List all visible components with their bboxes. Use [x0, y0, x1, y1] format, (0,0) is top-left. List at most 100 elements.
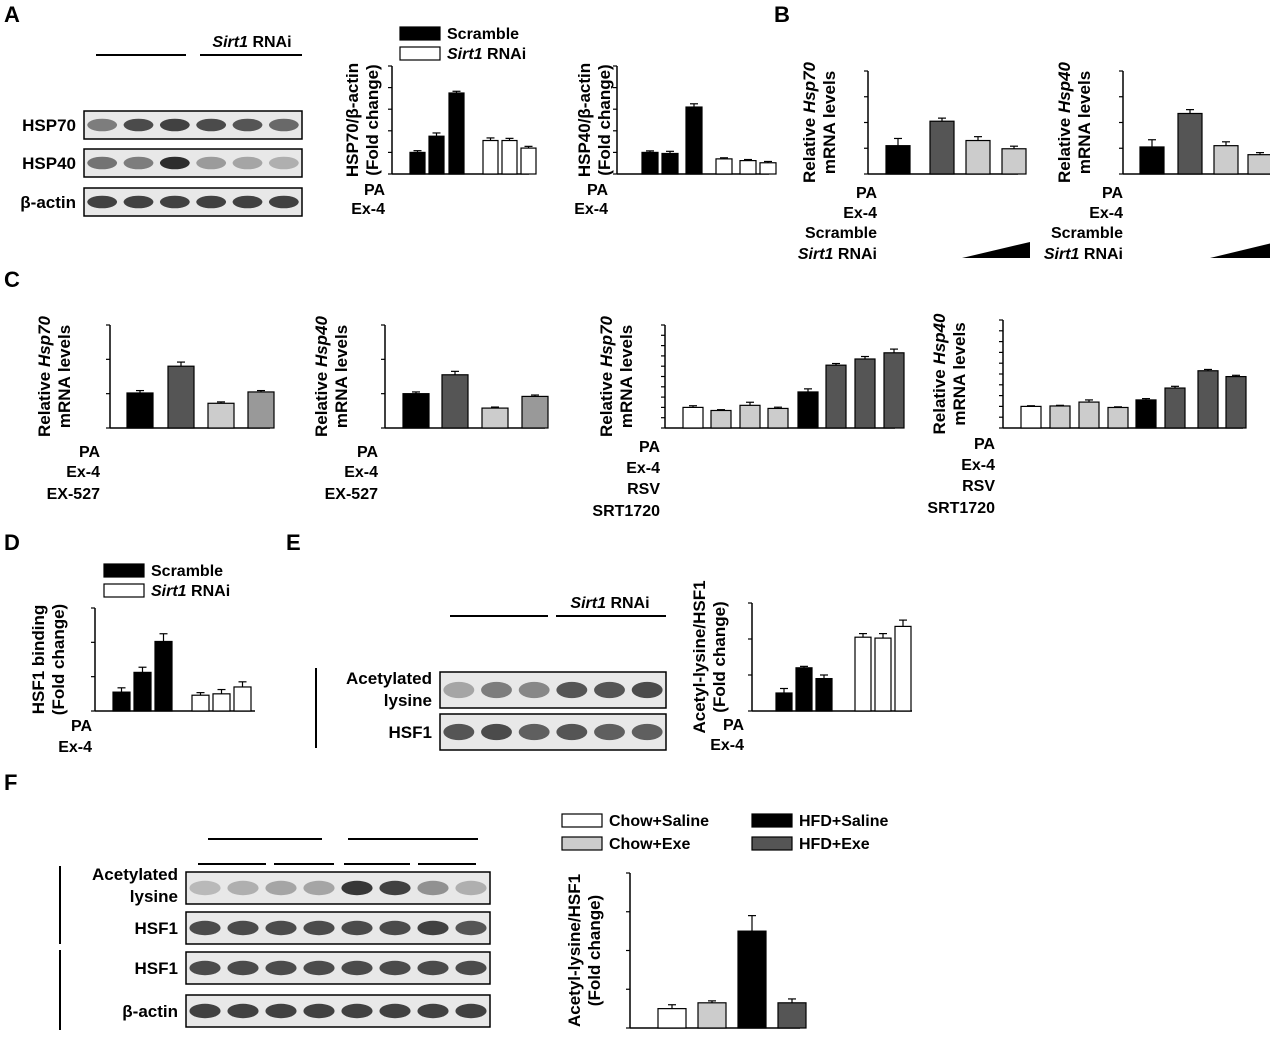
legend-swatch	[399, 26, 441, 41]
legend-hfd-saline: HFD+Saline	[751, 813, 888, 830]
panel-letter-d: D	[4, 530, 20, 555]
y-label-line: Acetyl-lysine/HSF1	[690, 580, 709, 733]
blot-band	[631, 681, 663, 699]
bar	[1078, 401, 1100, 429]
legend-scramble-a: Scramble	[399, 26, 519, 43]
blot-band	[417, 920, 449, 936]
condition-label: Ex-4	[66, 464, 100, 481]
dose-ramp	[1210, 243, 1270, 258]
blot-band	[265, 880, 297, 896]
blot-band	[265, 1003, 297, 1019]
bar	[112, 691, 131, 712]
blot-band	[227, 920, 259, 936]
condition-label: PA	[639, 439, 660, 456]
chart-a1: HSP70/β-actin (Fold change) PA Ex-4	[343, 63, 537, 218]
y-label-line: Relative Hsp40	[1055, 61, 1074, 183]
chart-c1: Relative Hsp70 mRNA levels PA Ex-4 EX-527	[35, 315, 275, 503]
blot-band	[189, 880, 221, 896]
blot-band	[189, 960, 221, 976]
blot-strip	[439, 713, 667, 751]
y-label-line: HSP40/β-actin	[575, 63, 594, 177]
blot-band	[481, 723, 512, 741]
chart-f: Acetyl-lysine/HSF1 (Fold change)	[565, 872, 807, 1029]
blot-band	[303, 1003, 335, 1019]
blot-band	[455, 1003, 487, 1019]
bar	[797, 391, 819, 429]
y-axis-label: HSP70/β-actin (Fold change)	[343, 63, 382, 177]
blot-band	[87, 195, 118, 209]
bar	[1139, 146, 1165, 175]
blot-band	[123, 195, 154, 209]
bar	[929, 120, 955, 175]
bar	[759, 162, 777, 175]
panel-letter-c: C	[4, 267, 20, 292]
blot-band	[227, 960, 259, 976]
charts-layer: HSP70/β-actin (Fold change)PAEx-4HSP40/β-…	[29, 26, 1270, 1029]
legend-swatch	[561, 813, 603, 828]
legend-label: Scramble	[447, 26, 519, 43]
chart-c2: Relative Hsp40 mRNA levels PA Ex-4 EX-527	[312, 315, 549, 503]
legend-label: Sirt1 RNAi	[447, 46, 526, 63]
bar	[1049, 405, 1071, 429]
condition-label: EX-527	[47, 486, 100, 503]
blot-row-label: HSF1	[389, 723, 432, 742]
blot-band	[518, 681, 550, 699]
legend-label: HFD+Exe	[799, 836, 870, 853]
bar	[1213, 145, 1239, 175]
panel-letters: A B C D E F	[4, 2, 790, 795]
blot-band	[379, 960, 411, 976]
bar	[167, 365, 195, 429]
condition-label: Ex-4	[1089, 205, 1123, 222]
blot-band	[189, 920, 221, 936]
blot-band	[232, 156, 263, 170]
blot-band	[556, 681, 588, 699]
y-label-line: mRNA levels	[950, 322, 969, 425]
bar	[685, 106, 703, 175]
bar	[739, 160, 757, 175]
blot-row-label: Acetylated	[346, 669, 432, 688]
blot-band	[87, 156, 118, 170]
bar	[854, 636, 872, 712]
blot-strip	[439, 671, 667, 709]
legend-label: HFD+Saline	[799, 813, 888, 830]
condition-label: Scramble	[1051, 225, 1123, 242]
blot-group-label: Sirt1 RNAi	[212, 34, 291, 51]
bar	[767, 407, 789, 429]
y-label-line: (Fold change)	[363, 64, 382, 175]
y-label-line: (Fold change)	[710, 601, 729, 712]
y-axis-label: Acetyl-lysine/HSF1 (Fold change)	[690, 580, 729, 733]
blot-band	[303, 960, 335, 976]
bar	[710, 409, 732, 429]
y-label-line: Acetyl-lysine/HSF1	[565, 874, 584, 1027]
blot-band	[341, 1003, 373, 1019]
condition-label: PA	[723, 717, 744, 734]
chart-d: HSF1 binding (Fold change)PA Ex-4	[29, 604, 255, 756]
bar	[154, 640, 173, 712]
condition-label: RSV	[962, 478, 995, 495]
bar	[682, 406, 704, 429]
y-axis-label: Relative Hsp40 mRNA levels	[312, 315, 351, 437]
y-axis-label: Relative Hsp40 mRNA levels	[1055, 61, 1094, 183]
blot-band	[265, 960, 297, 976]
y-label-line: mRNA levels	[820, 71, 839, 174]
legend-chow-exe: Chow+Exe	[561, 836, 690, 853]
legend-swatch	[399, 46, 441, 61]
blot-band	[481, 681, 512, 699]
chart-b1: Relative Hsp70 mRNA levels PA Ex-4 Scramble S…	[798, 61, 1030, 263]
panel-letter-e: E	[286, 530, 301, 555]
blot-row-label: HSP40	[22, 154, 76, 173]
bar	[1225, 375, 1247, 429]
blot-panel-f: Acetylated lysine HSF1 HSF1 β-actin	[59, 838, 491, 1030]
bar	[233, 686, 252, 712]
legend-sirt1-a: Sirt1 RNAi	[399, 46, 526, 63]
legend-swatch	[103, 583, 145, 598]
y-label-line: (Fold change)	[49, 604, 68, 715]
chart-c4: Relative Hsp40 mRNA levels PA Ex-4 RSV SRT172…	[927, 313, 1247, 517]
bar	[501, 139, 518, 175]
blot-band	[232, 118, 263, 132]
y-label-line: Relative Hsp70	[800, 61, 819, 183]
condition-label: Scramble	[805, 225, 877, 242]
y-label-line: (Fold change)	[595, 64, 614, 175]
